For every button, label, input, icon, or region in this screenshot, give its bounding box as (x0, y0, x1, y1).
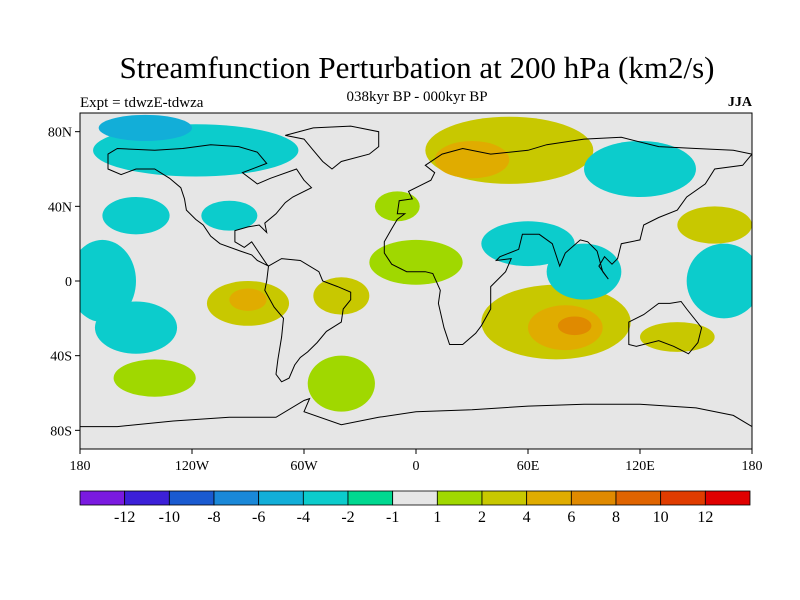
season-label: JJA (727, 95, 752, 110)
colorbar-label: -4 (297, 509, 310, 526)
colorbar-label: -8 (207, 509, 220, 526)
lat-tick-label: 40N (48, 200, 72, 215)
anomaly-region-3 (80, 239, 136, 323)
colorbar-swatch (481, 490, 528, 506)
coastline-south-america (264, 258, 352, 383)
lat-tick-label: 80S (50, 424, 72, 439)
colorbar-label: -2 (341, 509, 354, 526)
colorbar-label: -6 (252, 509, 265, 526)
anomaly-region-1 (98, 114, 192, 141)
colorbar-label: 12 (697, 509, 713, 526)
colorbar-label: 4 (523, 509, 531, 526)
colorbar-swatch (704, 490, 751, 506)
anomaly-region-23 (686, 243, 752, 319)
anomaly-fields (80, 114, 752, 412)
anomaly-region-21 (546, 243, 622, 300)
anomaly-region-17 (557, 316, 592, 336)
coastline-antarctica (80, 397, 752, 428)
anomaly-region-7 (229, 288, 267, 311)
lon-tick-label: 120W (175, 459, 210, 474)
anomaly-region-13 (434, 141, 510, 179)
anomaly-region-22 (677, 206, 752, 244)
colorbar-swatch (213, 490, 260, 506)
colorbar-swatch (168, 490, 215, 506)
colorbar-swatch (526, 490, 572, 506)
colorbar-swatch (660, 490, 706, 506)
colorbar-swatch (436, 490, 483, 506)
chart-title: Streamfunction Perturbation at 200 hPa (… (119, 50, 715, 85)
experiment-label: Expt = tdwzE-tdwza (80, 95, 204, 111)
anomaly-region-11 (113, 359, 196, 397)
anomaly-region-18 (640, 322, 715, 352)
lon-tick-label: 60E (517, 459, 540, 474)
coastline-greenland (285, 125, 380, 170)
anomaly-region-4 (94, 301, 178, 354)
colorbar-swatch (615, 490, 662, 506)
lat-tick-label: 80N (48, 126, 72, 141)
colorbar-swatch (258, 490, 304, 506)
lon-tick-label: 120E (625, 459, 655, 474)
colorbar-swatch (570, 490, 617, 506)
map-axes: 80N 40N 0 40S 80S 180 120W 60W 0 60E 120E 180 (48, 126, 763, 474)
lon-tick-label: 180 (742, 459, 763, 474)
lon-tick-label: 0 (413, 459, 420, 474)
lat-tick-label: 0 (65, 275, 72, 290)
lon-tick-label: 180 (70, 459, 91, 474)
colorbar-label: -12 (114, 509, 135, 526)
anomaly-region-8 (313, 277, 370, 315)
coastline-north-america (107, 144, 313, 267)
colorbar-label: 6 (567, 509, 575, 526)
coastline-eurasia-africa (383, 136, 752, 345)
colorbar-label: -1 (386, 509, 399, 526)
anomaly-region-2 (102, 197, 170, 235)
colorbar-label: 10 (653, 509, 669, 526)
colorbar-label: 8 (612, 509, 620, 526)
coastlines (80, 125, 752, 428)
anomaly-region-10 (307, 355, 375, 412)
colorbar-label: 1 (433, 509, 441, 526)
anomaly-region-14 (374, 191, 420, 222)
colorbar-label: -10 (159, 509, 180, 526)
anomaly-region-9 (369, 239, 463, 285)
colorbar-swatch (347, 490, 394, 506)
colorbar-swatch (79, 490, 126, 506)
colorbar-swatch (302, 490, 349, 506)
lat-tick-label: 40S (50, 350, 72, 365)
colorbar-swatch (392, 490, 438, 506)
coastline-australia (628, 300, 703, 355)
colorbar-label: 2 (478, 509, 486, 526)
colorbar: -12 -10 -8 -6 -4 -2 -1 1 2 4 6 8 10 12 (79, 490, 751, 526)
map-plot-area (80, 113, 752, 449)
chart-subtitle: 038kyr BP - 000kyr BP (346, 89, 488, 105)
anomaly-region-5 (201, 200, 258, 231)
colorbar-swatch (124, 490, 170, 506)
anomaly-region-19 (584, 141, 696, 197)
lon-tick-label: 60W (290, 459, 318, 474)
